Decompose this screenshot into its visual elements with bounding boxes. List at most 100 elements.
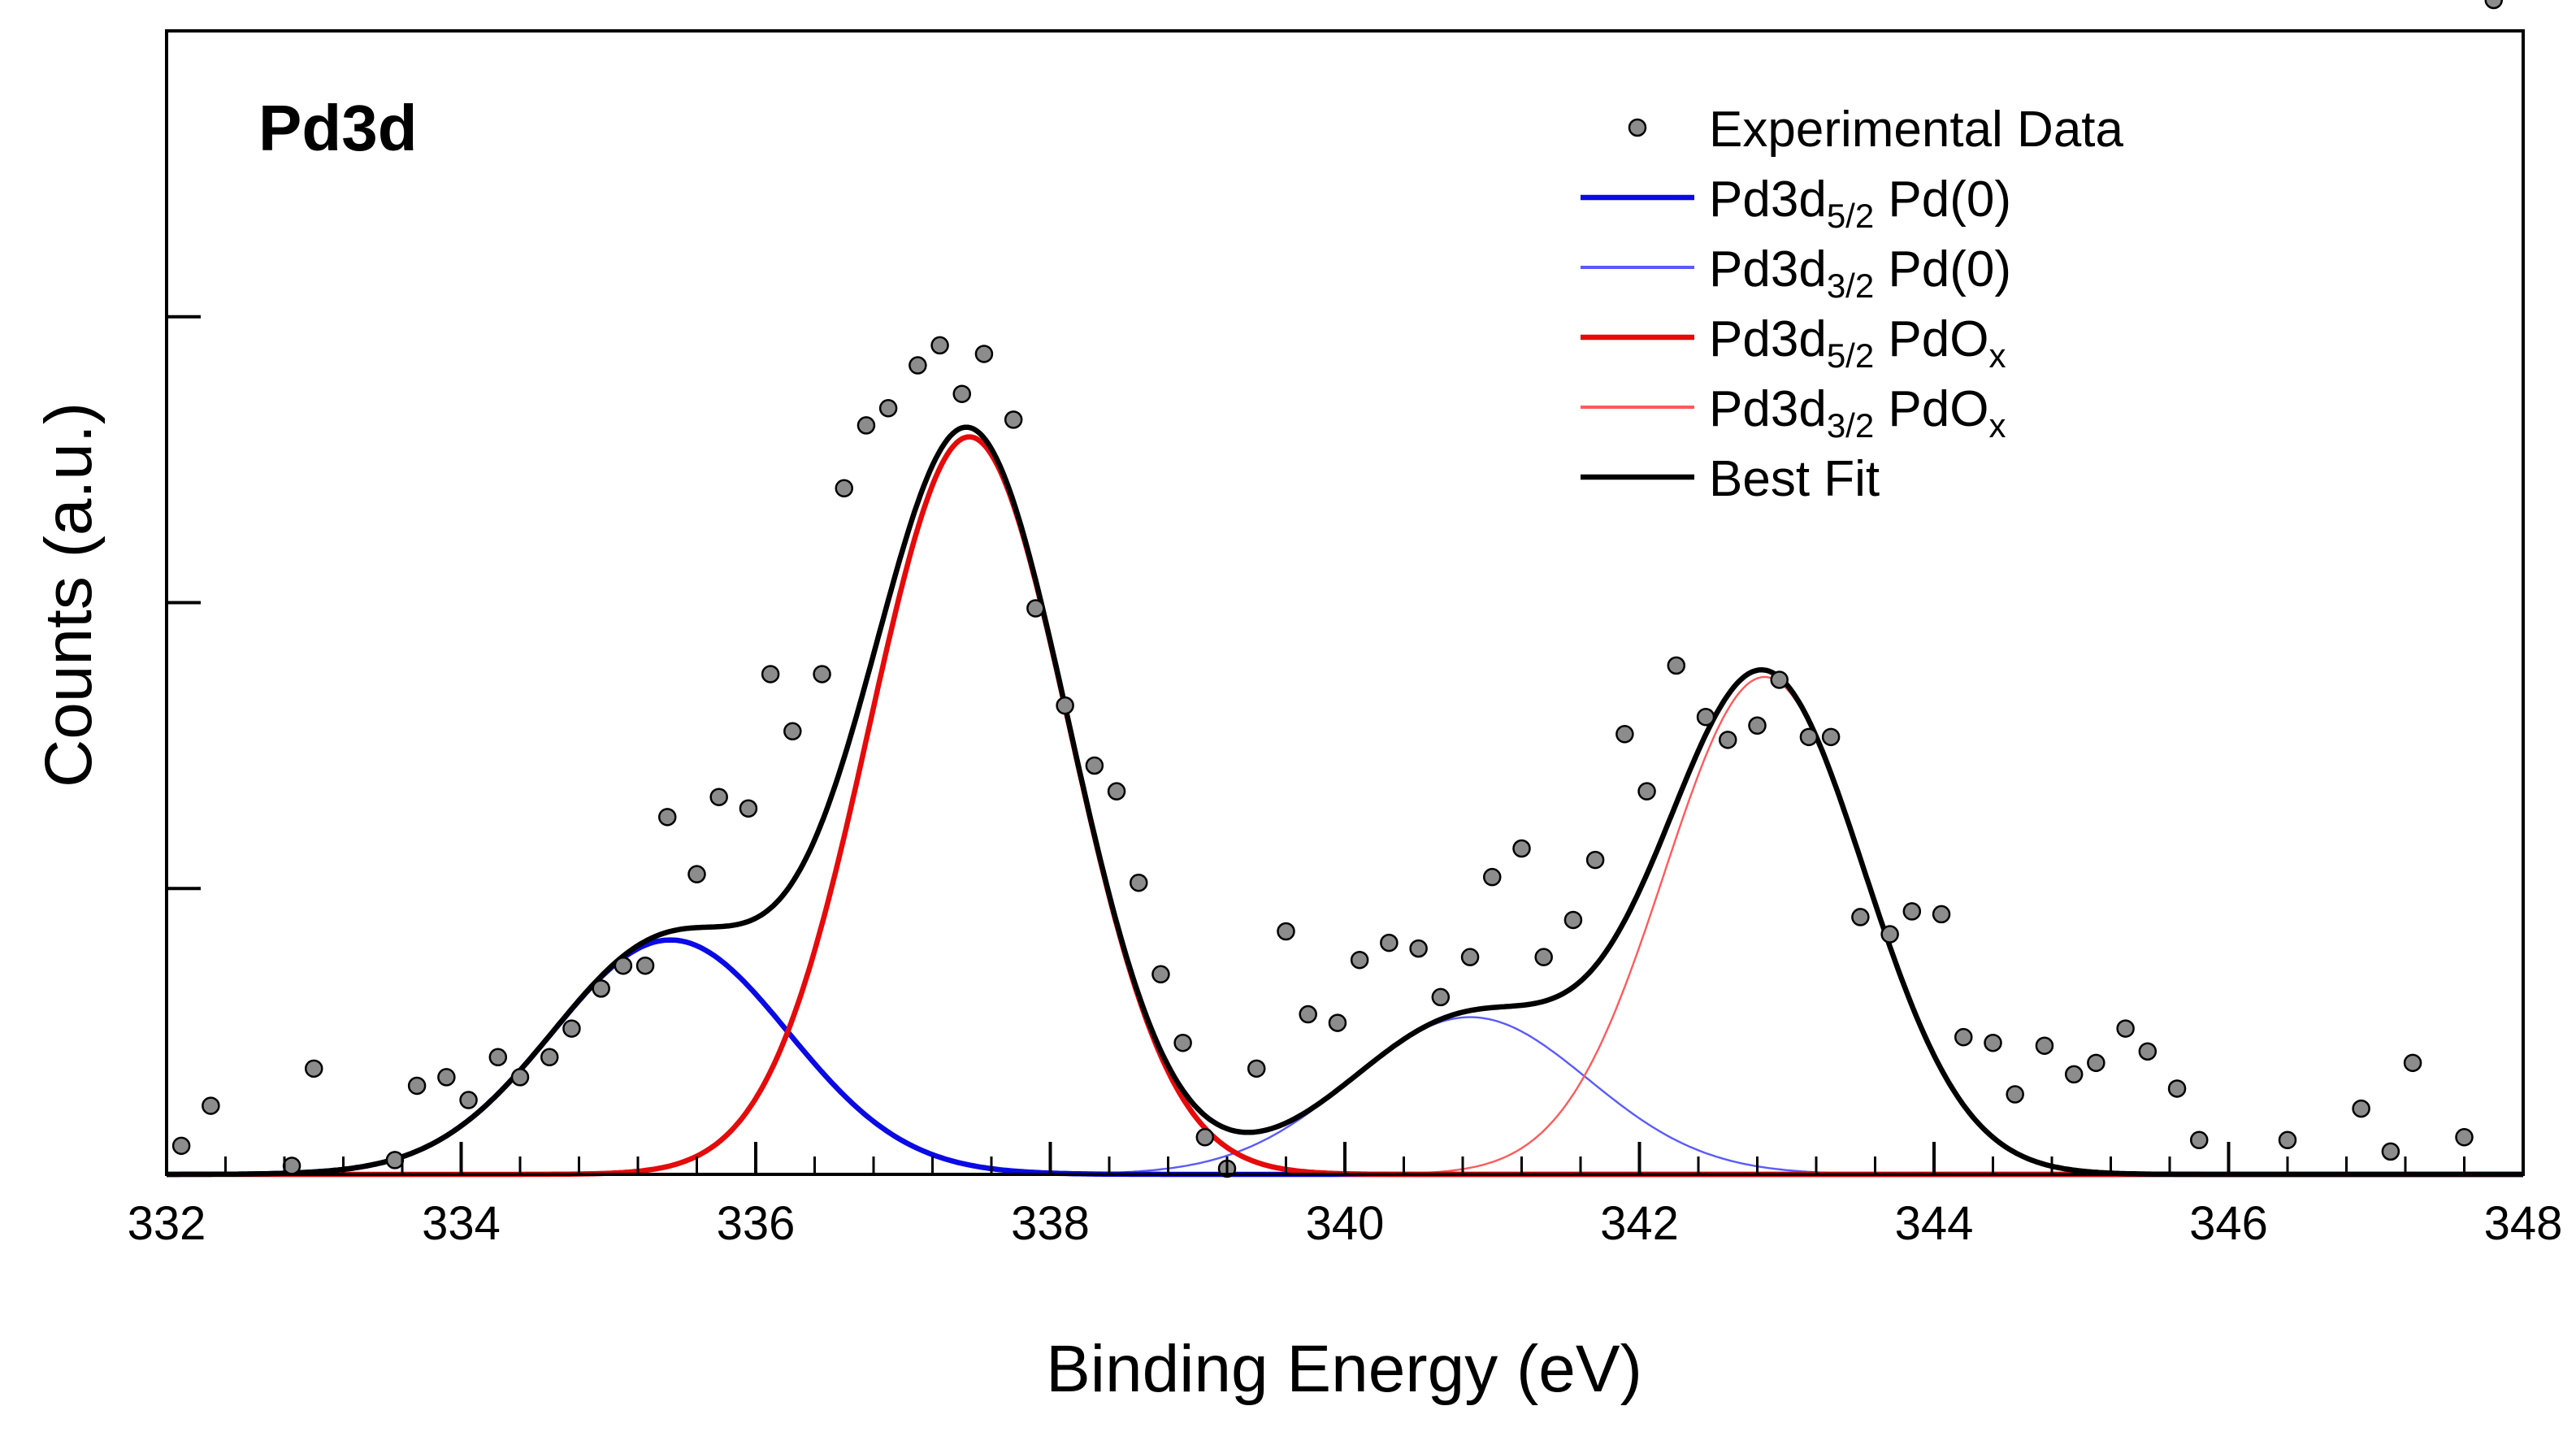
data-point: [813, 665, 831, 683]
legend-label: Experimental Data: [1709, 102, 2124, 158]
data-point: [1880, 925, 1899, 944]
data-point: [2381, 1142, 2400, 1161]
data-point: [761, 665, 780, 683]
series-line-fit: [167, 424, 2523, 1178]
data-point: [1954, 1027, 1973, 1047]
data-point: [635, 956, 655, 975]
legend-item-pd52: Pd3d5/2 Pd(0): [1581, 171, 2011, 235]
data-point: [1026, 599, 1045, 618]
data-point: [1770, 670, 1789, 689]
y-axis-title: Counts (a.u.): [32, 402, 106, 788]
data-point: [540, 1048, 559, 1067]
data-point: [1151, 965, 1170, 984]
panel-label: Pd3d: [258, 92, 418, 164]
data-point: [2087, 1053, 2105, 1073]
data-point: [1483, 867, 1502, 887]
x-tick-label: 338: [1011, 1197, 1090, 1250]
data-point: [407, 1076, 427, 1096]
plot-frame: [165, 29, 2525, 1176]
data-point: [1667, 656, 1686, 675]
series-line-pdo52: [167, 434, 2523, 1178]
series-line-pd52: [167, 937, 2523, 1178]
data-point: [974, 345, 994, 363]
data-point: [930, 336, 949, 355]
data-point: [385, 1151, 405, 1169]
experimental-points: [171, 0, 2503, 1178]
x-tick-label: 336: [717, 1197, 796, 1250]
series-line-pdo32: [167, 675, 2523, 1176]
legend-item-pdo32: Pd3d3/2 PdOx: [1581, 381, 2006, 445]
data-point: [1615, 725, 1634, 744]
data-point: [488, 1048, 508, 1067]
x-tick-label: 346: [2189, 1197, 2268, 1250]
data-point: [835, 479, 853, 498]
data-point: [171, 1136, 191, 1156]
data-point: [1984, 1033, 2002, 1052]
data-point: [202, 1096, 220, 1115]
data-point: [2064, 1065, 2084, 1084]
data-point: [709, 788, 728, 806]
data-point: [1173, 1033, 1192, 1052]
data-point: [1195, 1128, 1215, 1147]
data-point: [2403, 1053, 2422, 1073]
data-point: [2035, 1036, 2054, 1055]
data-point: [1719, 731, 1737, 749]
data-point: [1637, 782, 1656, 801]
legend-item-pdo52: Pd3d5/2 PdOx: [1581, 311, 2006, 375]
data-point: [2006, 1085, 2024, 1104]
legend-label: Pd3d3/2 Pd(0): [1709, 241, 2011, 305]
data-point: [562, 1019, 581, 1038]
data-point: [739, 799, 758, 818]
x-tick-label: 342: [1600, 1197, 1679, 1250]
data-point: [2167, 1079, 2187, 1098]
data-point: [2116, 1019, 2135, 1038]
data-point: [856, 416, 876, 435]
data-point: [1085, 756, 1104, 775]
data-point: [1460, 948, 1480, 966]
data-point: [1247, 1059, 1266, 1078]
fit-curves: [167, 424, 2523, 1178]
legend-label: Pd3d5/2 PdOx: [1709, 311, 2006, 375]
data-point: [1328, 1013, 1347, 1032]
data-point: [592, 979, 610, 998]
data-point: [1696, 707, 1715, 727]
data-point: [658, 808, 677, 827]
x-tick-label: 334: [422, 1197, 501, 1250]
data-point: [1277, 922, 1295, 941]
data-point: [1512, 839, 1531, 858]
data-point: [2352, 1099, 2370, 1118]
x-tick-label: 340: [1306, 1197, 1385, 1250]
data-point: [1004, 410, 1023, 429]
legend-item-fit: Best Fit: [1581, 451, 1880, 507]
data-point: [1585, 850, 1605, 870]
legend-label: Pd3d3/2 PdOx: [1709, 381, 2006, 445]
data-point: [1799, 727, 1819, 747]
legend-item-exp: Experimental Data: [1628, 102, 2124, 158]
data-point: [510, 1068, 530, 1087]
legend-marker: [1628, 118, 1647, 137]
data-point: [1534, 948, 1553, 966]
data-point: [1409, 939, 1428, 958]
data-point: [305, 1059, 323, 1078]
y-axis-ticks: [167, 315, 201, 891]
data-point: [2278, 1130, 2297, 1150]
data-point: [2484, 0, 2503, 10]
data-point: [437, 1068, 456, 1087]
data-point: [614, 956, 633, 975]
data-point: [909, 356, 927, 375]
data-point: [1299, 1005, 1317, 1024]
data-point: [1563, 910, 1583, 930]
data-point: [1851, 908, 1870, 926]
legend-label: Best Fit: [1709, 451, 1880, 507]
data-point: [2138, 1042, 2158, 1061]
data-point: [1821, 727, 1841, 747]
data-point: [459, 1091, 478, 1109]
data-point: [952, 384, 971, 403]
data-point: [1748, 716, 1767, 736]
x-tick-label: 344: [1895, 1197, 1974, 1250]
data-point: [783, 722, 802, 741]
legend-item-pd32: Pd3d3/2 Pd(0): [1581, 241, 2011, 305]
data-point: [687, 865, 706, 883]
